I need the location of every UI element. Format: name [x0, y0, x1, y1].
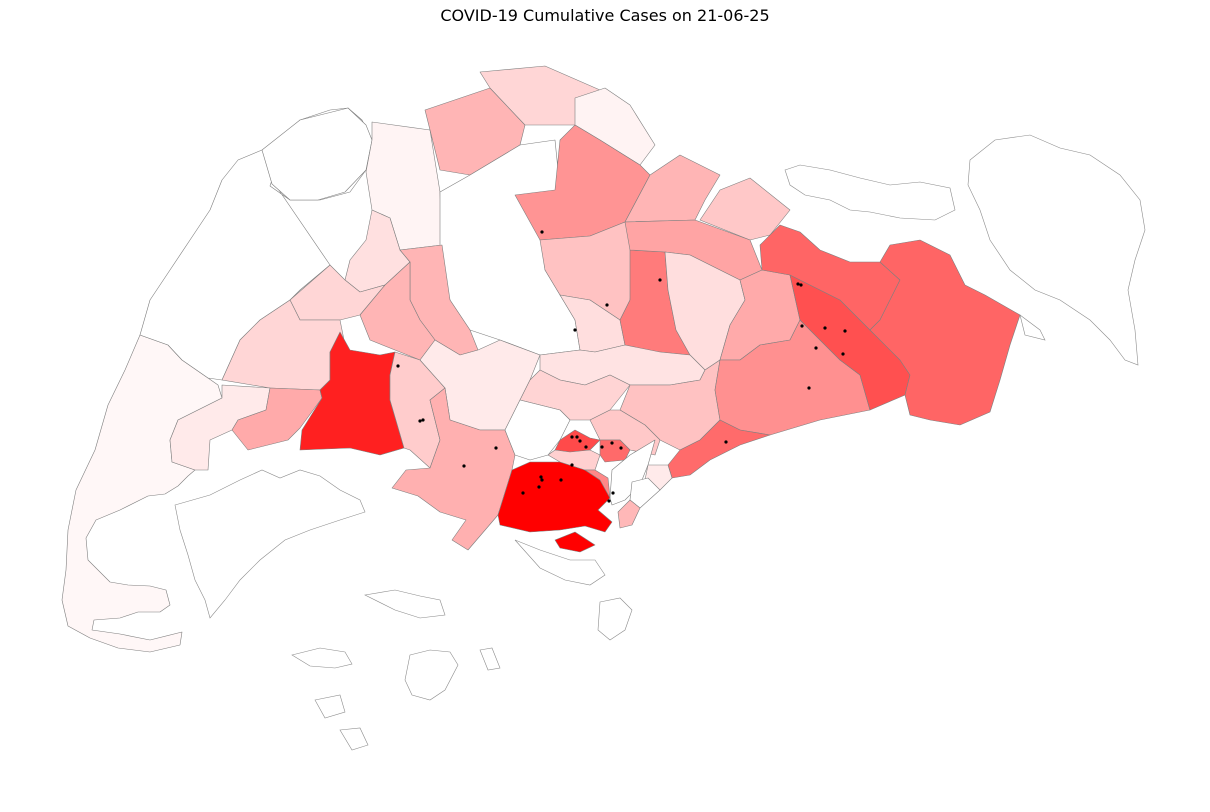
case-dot [807, 386, 811, 390]
case-dot [611, 491, 615, 495]
case-markers [396, 230, 847, 503]
case-dot [540, 478, 544, 482]
region-singapore-river [584, 469, 611, 499]
island-hantu [339, 727, 369, 751]
case-dot [600, 445, 604, 449]
case-dot [396, 364, 400, 368]
region-queenstown [391, 387, 516, 551]
island-brani [514, 539, 606, 586]
island-semakau [291, 647, 353, 669]
case-dot [570, 435, 574, 439]
case-dot [418, 419, 422, 423]
case-dot [841, 352, 845, 356]
case-dot [570, 463, 574, 467]
island-jurong [174, 469, 366, 619]
case-dot [800, 324, 804, 328]
case-dot [540, 230, 544, 234]
region-lim-chu-kang [261, 107, 373, 201]
island-kusu [314, 694, 346, 719]
case-dot [799, 283, 803, 287]
case-dot [421, 418, 425, 422]
island-pulau-tekong [967, 134, 1146, 366]
case-dot [610, 441, 614, 445]
island-sudong [404, 649, 459, 701]
island-bukom [364, 589, 446, 619]
case-dot [494, 446, 498, 450]
case-dot [575, 435, 579, 439]
case-dot [605, 303, 609, 307]
case-dot [619, 446, 623, 450]
case-dot [537, 485, 541, 489]
case-dot [607, 499, 611, 503]
case-dot [814, 346, 818, 350]
region-changi [869, 239, 1021, 426]
case-dot [796, 282, 800, 286]
region-tuas [61, 334, 223, 653]
region-east-coast-strip [629, 477, 661, 509]
case-dot [658, 278, 662, 282]
case-dot [724, 440, 728, 444]
case-dot [823, 326, 827, 330]
region-pioneer [231, 387, 323, 451]
region-jurong-east [299, 331, 405, 456]
case-dot [462, 464, 466, 468]
region-bukit-batok [359, 261, 436, 361]
region-sentosa [554, 531, 596, 553]
case-dot [578, 439, 582, 443]
coastline-outline [1019, 314, 1046, 341]
case-dot [539, 475, 543, 479]
island-pulau-ubin [784, 164, 956, 221]
map-title: COVID-19 Cumulative Cases on 21-06-25 [440, 6, 770, 25]
case-dot [843, 329, 847, 333]
case-dot [573, 328, 577, 332]
case-dot [584, 445, 588, 449]
case-dot [559, 478, 563, 482]
case-dot [521, 491, 525, 495]
region-tanjong-pagar [617, 499, 641, 529]
island-st-johns [597, 597, 633, 641]
island-small-east [479, 647, 501, 671]
